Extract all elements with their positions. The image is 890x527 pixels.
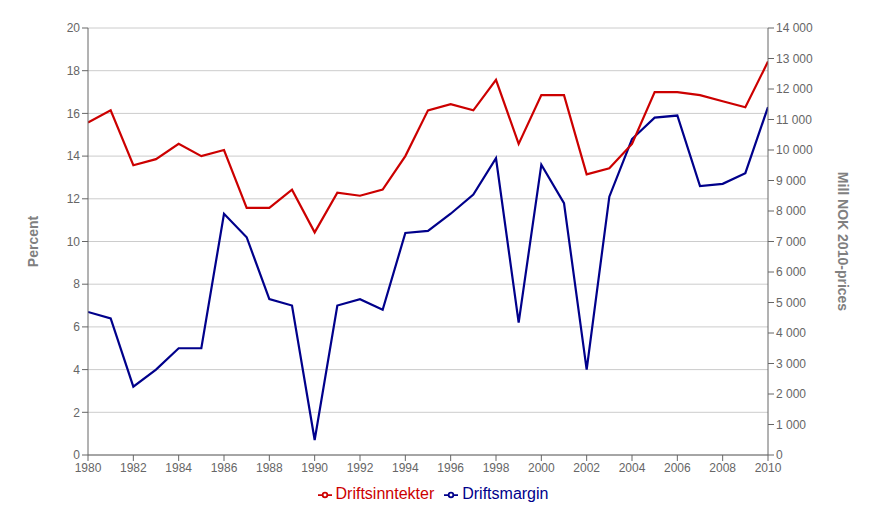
svg-text:2000: 2000 — [528, 461, 555, 475]
svg-text:1994: 1994 — [392, 461, 419, 475]
svg-text:14 000: 14 000 — [776, 21, 813, 35]
svg-text:1992: 1992 — [347, 461, 374, 475]
svg-text:10 000: 10 000 — [776, 143, 813, 157]
svg-text:18: 18 — [67, 64, 81, 78]
svg-text:16: 16 — [67, 107, 81, 121]
svg-text:9 000: 9 000 — [776, 174, 806, 188]
svg-text:1982: 1982 — [120, 461, 147, 475]
svg-text:Percent: Percent — [25, 215, 41, 267]
svg-text:11 000: 11 000 — [776, 113, 812, 127]
svg-text:0: 0 — [776, 448, 783, 462]
svg-text:1996: 1996 — [437, 461, 464, 475]
svg-text:1998: 1998 — [483, 461, 510, 475]
svg-text:7 000: 7 000 — [776, 235, 806, 249]
svg-text:2 000: 2 000 — [776, 387, 806, 401]
svg-text:2: 2 — [73, 406, 80, 420]
svg-text:8: 8 — [73, 277, 80, 291]
svg-text:Mill NOK 2010-prices: Mill NOK 2010-prices — [835, 172, 851, 311]
svg-text:14: 14 — [67, 149, 81, 163]
svg-text:2002: 2002 — [573, 461, 600, 475]
svg-text:1986: 1986 — [211, 461, 238, 475]
svg-text:8 000: 8 000 — [776, 204, 806, 218]
svg-text:6: 6 — [73, 320, 80, 334]
svg-text:2004: 2004 — [619, 461, 646, 475]
svg-text:13 000: 13 000 — [776, 52, 813, 66]
svg-text:2006: 2006 — [664, 461, 691, 475]
svg-text:4: 4 — [73, 363, 80, 377]
svg-text:1 000: 1 000 — [776, 418, 806, 432]
svg-text:2010: 2010 — [755, 461, 782, 475]
svg-text:4 000: 4 000 — [776, 326, 806, 340]
svg-text:1984: 1984 — [165, 461, 192, 475]
svg-text:10: 10 — [67, 235, 81, 249]
svg-text:0: 0 — [73, 448, 80, 462]
html-text:Driftsinntekter: Driftsinntekter — [335, 485, 435, 502]
svg-text:2008: 2008 — [709, 461, 736, 475]
svg-text:3 000: 3 000 — [776, 357, 806, 371]
svg-text:20: 20 — [67, 21, 81, 35]
svg-text:1988: 1988 — [256, 461, 283, 475]
svg-text:6 000: 6 000 — [776, 265, 806, 279]
svg-text:1980: 1980 — [75, 461, 102, 475]
svg-text:5 000: 5 000 — [776, 296, 806, 310]
svg-text:1990: 1990 — [301, 461, 328, 475]
svg-text:12: 12 — [67, 192, 81, 206]
html-text:Driftsmargin: Driftsmargin — [462, 485, 549, 502]
svg-text:12 000: 12 000 — [776, 82, 813, 96]
